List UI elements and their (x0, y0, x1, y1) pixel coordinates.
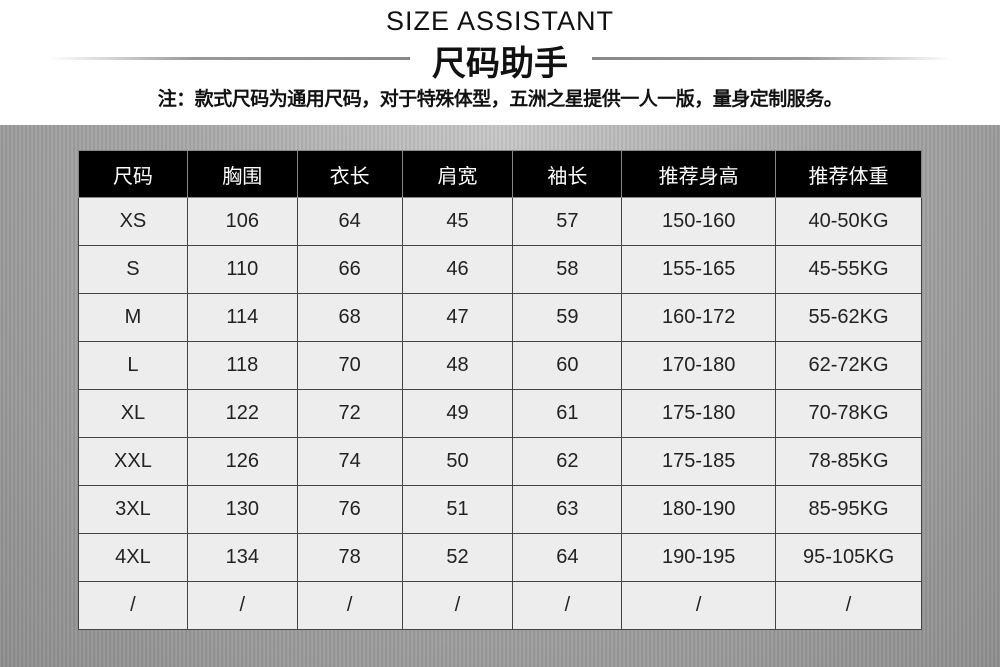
table-row: / / / / / / / (78, 581, 922, 630)
table-row: XS 106 64 45 57 150-160 40-50KG (78, 197, 922, 246)
table-cell: 45-55KG (775, 245, 922, 294)
table-cell: 134 (186, 533, 298, 582)
table-cell: 49 (401, 389, 514, 438)
table-cell: XXL (78, 437, 188, 486)
table-cell: / (78, 581, 188, 630)
table-cell: 155-165 (621, 245, 777, 294)
table-cell: 66 (296, 245, 403, 294)
column-header: 尺码 (78, 150, 188, 198)
size-note: 注：款式尺码为通用尺码，对于特殊体型，五洲之星提供一人一版，量身定制服务。 (157, 88, 843, 110)
table-cell: 95-105KG (775, 533, 922, 582)
table-cell: 122 (186, 389, 298, 438)
table-cell: 62-72KG (775, 341, 922, 390)
table-cell: 57 (512, 197, 623, 246)
divider-right (592, 57, 952, 60)
table-cell: 126 (186, 437, 298, 486)
table-cell: 3XL (78, 485, 188, 534)
table-row: 3XL 130 76 51 63 180-190 85-95KG (78, 485, 922, 534)
table-cell: 40-50KG (775, 197, 922, 246)
table-cell: 114 (186, 293, 298, 342)
table-cell: 180-190 (621, 485, 777, 534)
table-cell: 70 (296, 341, 403, 390)
column-header: 推荐身高 (621, 150, 777, 198)
table-cell: 59 (512, 293, 623, 342)
table-cell: 46 (401, 245, 514, 294)
table-cell: 74 (296, 437, 403, 486)
table-cell: / (512, 581, 623, 630)
size-table: 尺码 胸围 衣长 肩宽 袖长 推荐身高 推荐体重 XS 106 64 45 57 150-160 40-… (78, 150, 922, 630)
table-cell: 55-62KG (775, 293, 922, 342)
table-cell: 175-180 (621, 389, 777, 438)
table-cell: M (78, 293, 188, 342)
table-cell: 68 (296, 293, 403, 342)
table-cell: 170-180 (621, 341, 777, 390)
table-cell: 72 (296, 389, 403, 438)
title-chinese: 尺码助手 (432, 44, 568, 84)
table-cell: / (775, 581, 922, 630)
table-header-row: 尺码 胸围 衣长 肩宽 袖长 推荐身高 推荐体重 (78, 150, 922, 198)
table-cell: 4XL (78, 533, 188, 582)
column-header: 胸围 (186, 150, 298, 198)
table-cell: / (621, 581, 777, 630)
table-cell: 78-85KG (775, 437, 922, 486)
column-header: 肩宽 (401, 150, 514, 198)
table-row: S 110 66 46 58 155-165 45-55KG (78, 245, 922, 294)
table-cell: 78 (296, 533, 403, 582)
table-cell: 70-78KG (775, 389, 922, 438)
table-cell: / (401, 581, 514, 630)
table-cell: L (78, 341, 188, 390)
table-row: XL 122 72 49 61 175-180 70-78KG (78, 389, 922, 438)
table-cell: 48 (401, 341, 514, 390)
table-cell: 50 (401, 437, 514, 486)
table-cell: 85-95KG (775, 485, 922, 534)
table-cell: 118 (186, 341, 298, 390)
column-header: 衣长 (296, 150, 403, 198)
table-row: XXL 126 74 50 62 175-185 78-85KG (78, 437, 922, 486)
table-cell: / (296, 581, 403, 630)
table-cell: XS (78, 197, 188, 246)
table-cell: 64 (296, 197, 403, 246)
table-cell: 62 (512, 437, 623, 486)
table-cell: 190-195 (621, 533, 777, 582)
table-cell: / (186, 581, 298, 630)
table-cell: 63 (512, 485, 623, 534)
table-cell: 175-185 (621, 437, 777, 486)
table-row: L 118 70 48 60 170-180 62-72KG (78, 341, 922, 390)
table-cell: 45 (401, 197, 514, 246)
divider-left (50, 57, 410, 60)
table-cell: 76 (296, 485, 403, 534)
table-cell: 64 (512, 533, 623, 582)
table-row: M 114 68 47 59 160-172 55-62KG (78, 293, 922, 342)
table-cell: 47 (401, 293, 514, 342)
table-cell: 60 (512, 341, 623, 390)
table-cell: 160-172 (621, 293, 777, 342)
table-cell: S (78, 245, 188, 294)
table-cell: 51 (401, 485, 514, 534)
table-cell: 58 (512, 245, 623, 294)
column-header: 袖长 (512, 150, 623, 198)
title-english: SIZE ASSISTANT (385, 6, 615, 36)
table-cell: XL (78, 389, 188, 438)
table-cell: 110 (186, 245, 298, 294)
table-cell: 130 (186, 485, 298, 534)
table-cell: 52 (401, 533, 514, 582)
column-header: 推荐体重 (775, 150, 922, 198)
table-cell: 150-160 (621, 197, 777, 246)
table-cell: 106 (186, 197, 298, 246)
table-cell: 61 (512, 389, 623, 438)
table-row: 4XL 134 78 52 64 190-195 95-105KG (78, 533, 922, 582)
header-area: SIZE ASSISTANT 尺码助手 注：款式尺码为通用尺码，对于特殊体型，五… (0, 0, 1000, 125)
